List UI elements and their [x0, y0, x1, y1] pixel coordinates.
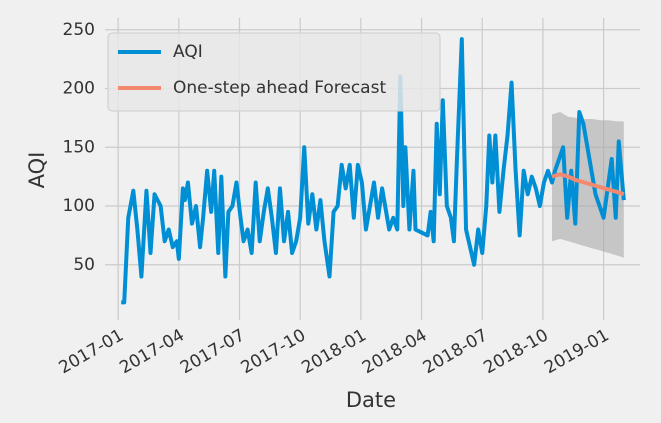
x-axis-label: Date	[346, 388, 396, 412]
legend-label: One-step ahead Forecast	[173, 78, 386, 98]
y-axis-label: AQI	[25, 152, 49, 189]
line-series	[121, 37, 626, 305]
y-tick-label: 50	[73, 255, 95, 275]
line-series	[551, 172, 625, 197]
y-tick-label: 200	[63, 79, 95, 99]
y-tick-label: 250	[63, 20, 95, 40]
y-tick-label: 100	[63, 196, 95, 216]
legend-box	[107, 32, 441, 112]
legend-label: AQI	[173, 42, 203, 62]
y-tick-label: 150	[63, 137, 95, 157]
